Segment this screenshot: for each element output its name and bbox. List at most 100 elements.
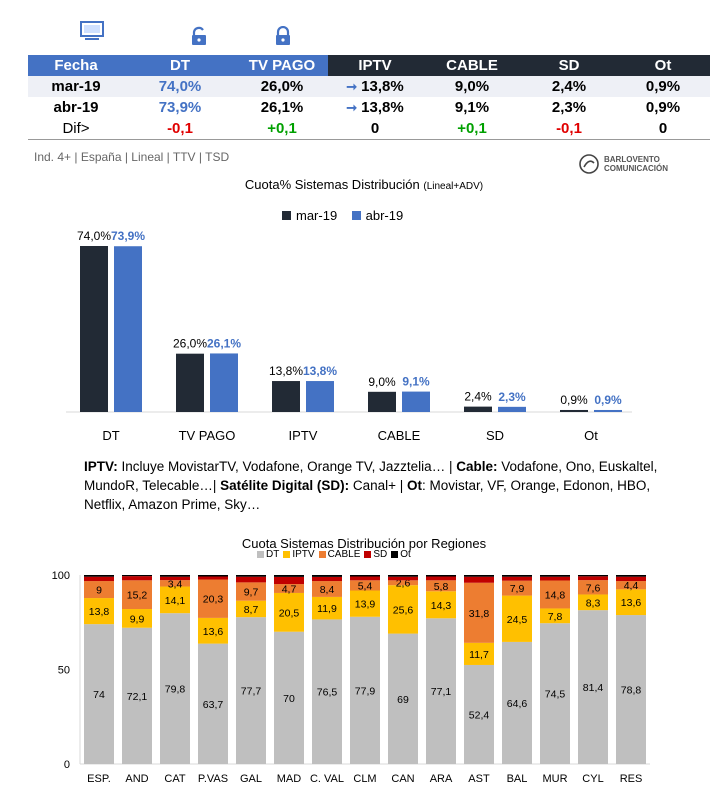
cell-sd: -0,1 bbox=[522, 118, 616, 140]
data-label: 64,6 bbox=[507, 698, 528, 710]
bar-Ot-BAL bbox=[502, 575, 532, 577]
bar-Ot-ESP. bbox=[84, 575, 114, 577]
data-label: 24,5 bbox=[507, 614, 528, 626]
x-tick-label: CLM bbox=[353, 773, 376, 785]
x-tick-label: AST bbox=[468, 773, 490, 785]
x-tick-label: CAT bbox=[164, 773, 185, 785]
bar-CABLE-CLM bbox=[350, 580, 380, 591]
x-tick-label: ESP. bbox=[87, 773, 111, 785]
cell-fecha: abr-19 bbox=[28, 97, 124, 118]
bar-IPTV-AND bbox=[122, 609, 152, 628]
data-label: 13,6 bbox=[203, 626, 224, 638]
data-label: 20,3 bbox=[203, 594, 224, 606]
bar-mar-19-IPTV bbox=[272, 381, 300, 412]
bar-CABLE-MUR bbox=[540, 580, 570, 609]
table-row: abr-19 73,9% 26,1% ➞ 13,8% 9,1% 2,3% 0,9% bbox=[28, 97, 710, 118]
desc-ot-text: : Movistar, VF, Orange, Edonon, HBO, Net… bbox=[84, 478, 651, 512]
cell-ot: 0 bbox=[616, 118, 710, 140]
chart1-title: Cuota% Sistemas Distribución (Lineal+ADV… bbox=[0, 177, 728, 192]
bar-DT-AST bbox=[464, 664, 494, 764]
cell-sd: 2,3% bbox=[522, 97, 616, 118]
bar-IPTV-MAD bbox=[274, 592, 304, 632]
desc-cable-label: Cable: bbox=[456, 459, 498, 474]
bar-SD-MAD bbox=[274, 576, 304, 585]
bar-SD-RES bbox=[616, 576, 646, 582]
data-label: 9,7 bbox=[244, 587, 259, 599]
data-label: 5,8 bbox=[434, 581, 449, 593]
x-tick-label: MUR bbox=[542, 773, 567, 785]
bar-Ot-MUR bbox=[540, 575, 570, 577]
legend-label: CABLE bbox=[327, 549, 361, 560]
data-label: 69 bbox=[397, 694, 409, 706]
legend-label: DT bbox=[266, 549, 280, 560]
data-label: 70 bbox=[283, 693, 295, 705]
arrow-right-icon: ➞ bbox=[346, 79, 358, 94]
cell-iptv: 0 bbox=[328, 118, 422, 140]
description: IPTV: Incluye MovistarTV, Vodafone, Oran… bbox=[84, 457, 674, 514]
data-label: 77,9 bbox=[355, 685, 376, 697]
data-label: 0,9% bbox=[560, 393, 588, 407]
bar-abr-19-SD bbox=[498, 406, 526, 412]
bar-Ot-CAT bbox=[160, 575, 190, 577]
cell-ot: 0,9% bbox=[616, 76, 710, 97]
chart2-title: Cuota Sistemas Distribución por Regiones bbox=[241, 536, 487, 551]
summary-table: Fecha DT TV PAGO IPTV CABLE SD Ot mar-19… bbox=[28, 55, 710, 140]
data-label: 74,0% bbox=[77, 229, 111, 243]
bar-CABLE-CAT bbox=[160, 580, 190, 587]
bar-mar-19-CABLE bbox=[368, 391, 396, 412]
col-fecha: Fecha bbox=[28, 55, 124, 76]
bar-CABLE-CAN bbox=[388, 580, 418, 586]
desc-iptv-label: IPTV: bbox=[84, 459, 118, 474]
cell-cable: +0,1 bbox=[422, 118, 522, 140]
bar-Ot-P.VAS bbox=[198, 575, 228, 577]
bar-DT-ARA bbox=[426, 618, 456, 764]
y-tick-label: 50 bbox=[58, 665, 70, 677]
bar-SD-CLM bbox=[350, 576, 380, 581]
bar-DT-MUR bbox=[540, 623, 570, 764]
legend-item-mar: mar-19 bbox=[282, 208, 337, 223]
data-label: 20,5 bbox=[279, 607, 300, 619]
bar-Ot-RES bbox=[616, 575, 646, 577]
x-tick-label: TV PAGO bbox=[179, 428, 236, 443]
x-tick-label: MAD bbox=[277, 773, 302, 785]
bar-CABLE-AST bbox=[464, 582, 494, 643]
data-label: 2,3% bbox=[498, 390, 526, 404]
bar-abr-19-IPTV bbox=[306, 381, 334, 412]
cell-tvpago: 26,1% bbox=[236, 97, 328, 118]
data-label: 14,3 bbox=[431, 600, 452, 612]
unlock-icon bbox=[190, 26, 208, 51]
bar-CABLE-ESP. bbox=[84, 581, 114, 599]
bar-IPTV-CYL bbox=[578, 594, 608, 611]
bar-CABLE-GAL bbox=[236, 582, 266, 601]
legend-item-abr: abr-19 bbox=[351, 208, 403, 223]
chart1-title-suffix: (Lineal+ADV) bbox=[423, 181, 484, 192]
data-label: 73,9% bbox=[111, 229, 145, 243]
col-ot: Ot bbox=[616, 55, 710, 76]
bar-Ot-MAD bbox=[274, 575, 304, 577]
bar-IPTV-MUR bbox=[540, 608, 570, 624]
data-label: 8,7 bbox=[244, 604, 259, 616]
data-label: 7,6 bbox=[586, 582, 601, 594]
bar-DT-MAD bbox=[274, 631, 304, 764]
bar-CABLE-P.VAS bbox=[198, 579, 228, 618]
bar-CABLE-MAD bbox=[274, 584, 304, 593]
data-label: 13,9 bbox=[355, 599, 376, 611]
bar-IPTV-AST bbox=[464, 642, 494, 665]
bar-Ot-AST bbox=[464, 575, 494, 577]
data-label: 13,6 bbox=[621, 597, 642, 609]
data-label: 74 bbox=[93, 689, 105, 701]
bar-Ot-CAN bbox=[388, 575, 418, 577]
col-sd: SD bbox=[522, 55, 616, 76]
cell-iptv-value: 13,8% bbox=[361, 78, 404, 95]
x-tick-label: BAL bbox=[507, 773, 528, 785]
bar-DT-BAL bbox=[502, 641, 532, 764]
bar-SD-CAN bbox=[388, 576, 418, 581]
data-label: 13,8% bbox=[269, 364, 303, 378]
col-cable: CABLE bbox=[422, 55, 522, 76]
data-label: 9,0% bbox=[368, 375, 396, 389]
bar-DT-P.VAS bbox=[198, 643, 228, 764]
desc-ot-label: Ot bbox=[407, 478, 423, 493]
legend-label: mar-19 bbox=[296, 208, 338, 223]
chart2: 0 50 100 74 13,8 9 ESP. 72,1 9,9 15,2 AND 79,8 14,1 3… bbox=[52, 570, 650, 785]
bar-SD-GAL bbox=[236, 576, 266, 583]
